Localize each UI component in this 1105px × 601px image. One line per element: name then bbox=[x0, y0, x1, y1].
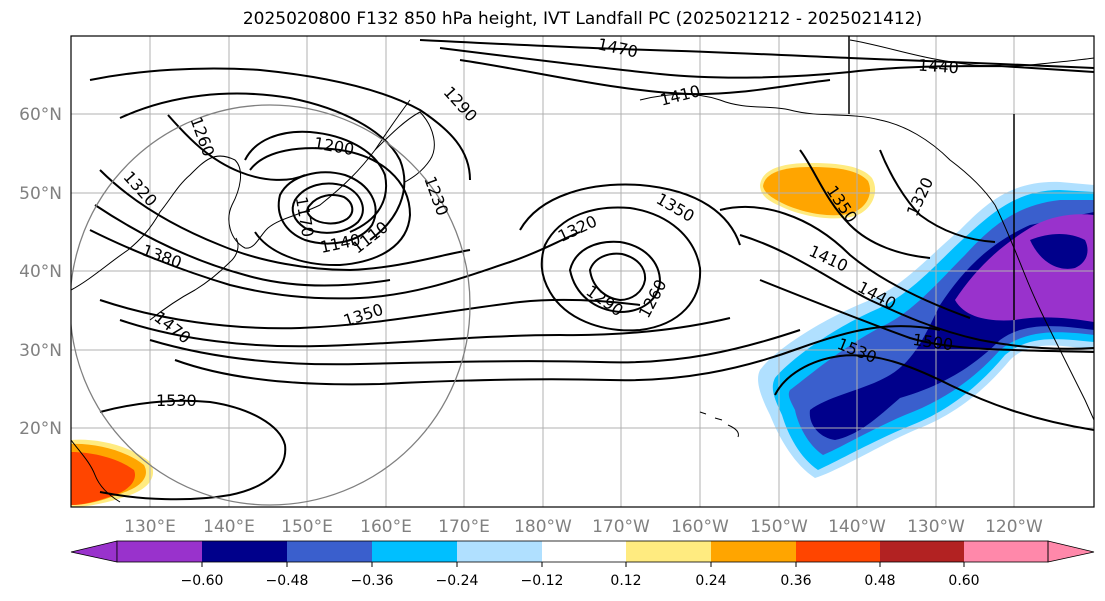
contour-1320-low bbox=[540, 206, 702, 332]
colorbar-tick-label: −0.60 bbox=[181, 573, 224, 589]
colorbar-extend-low bbox=[70, 540, 118, 563]
coast-northamerica bbox=[994, 204, 1094, 421]
contour-ring-a bbox=[89, 67, 471, 181]
contour-ring-b bbox=[119, 92, 406, 241]
colorbar-tick-label: −0.36 bbox=[351, 573, 394, 589]
graticule bbox=[71, 36, 1094, 507]
shade-neg-048-inner bbox=[1030, 234, 1088, 269]
colorbar-tick-label: 0.60 bbox=[948, 573, 979, 589]
lon-tick-label: 150°W bbox=[750, 517, 808, 537]
coast-japan bbox=[149, 237, 239, 321]
contour-band-1 bbox=[99, 298, 641, 330]
colorbar-segment bbox=[202, 541, 287, 562]
contour-band-2 bbox=[119, 317, 731, 348]
colorbar-tick-label: −0.12 bbox=[521, 573, 564, 589]
contour-1500-right bbox=[759, 279, 1094, 353]
colorbar-segment bbox=[964, 541, 1048, 562]
coast-hawaii bbox=[699, 411, 739, 438]
lon-tick-label: 140°E bbox=[203, 517, 255, 537]
colorbar-segment bbox=[372, 541, 457, 562]
colorbar-segment bbox=[542, 541, 626, 562]
contour-1230 bbox=[249, 147, 412, 267]
colorbar-segment bbox=[117, 541, 202, 562]
colorbar-extend-high bbox=[1047, 540, 1095, 563]
longitude-labels: 130°E 140°E 150°E 160°E 170°E 180°W 170°… bbox=[124, 517, 1043, 537]
coast-philippines bbox=[71, 439, 121, 503]
contour-band-3 bbox=[149, 329, 801, 366]
lat-tick-label: 30°N bbox=[19, 341, 62, 361]
coastlines bbox=[71, 39, 1094, 503]
region-box bbox=[848, 36, 1015, 320]
contour-1440-top bbox=[439, 47, 1094, 79]
colorbar: −0.60 −0.48 −0.36 −0.24 −0.12 0.12 0.24 … bbox=[70, 540, 1095, 589]
range-ring bbox=[71, 104, 471, 506]
lon-tick-label: 130°W bbox=[907, 517, 965, 537]
contour-1530-right bbox=[774, 354, 1094, 431]
latitude-labels: 20°N 30°N 40°N 50°N 60°N bbox=[19, 105, 62, 439]
contour-1470 bbox=[174, 325, 941, 386]
contour-1170 bbox=[277, 171, 377, 245]
lat-tick-label: 50°N bbox=[19, 184, 62, 204]
lon-tick-label: 130°E bbox=[124, 517, 176, 537]
contour-1140 bbox=[291, 182, 364, 234]
lon-tick-label: 150°E bbox=[281, 517, 333, 537]
colorbar-tick-label: −0.24 bbox=[436, 573, 479, 589]
coast-alaska bbox=[639, 93, 996, 206]
contour-1350-alaska bbox=[799, 149, 931, 259]
contour-1350-low bbox=[519, 183, 741, 246]
contour-1290-low bbox=[568, 240, 662, 314]
contour-1260-low bbox=[588, 252, 647, 302]
contour-1380 bbox=[89, 229, 581, 300]
plot-frame bbox=[70, 35, 1095, 508]
contour-1350-mid bbox=[94, 204, 391, 287]
contour-label: 1530 bbox=[156, 391, 197, 410]
lat-tick-label: 40°N bbox=[19, 262, 62, 282]
map-title: 2025020800 F132 850 hPa height, IVT Land… bbox=[242, 9, 923, 29]
colorbar-segment bbox=[457, 541, 542, 562]
contour-1440-right bbox=[739, 234, 1094, 350]
contour-1470-top bbox=[419, 39, 1094, 69]
colorbar-segment bbox=[880, 541, 964, 562]
lon-tick-label: 140°W bbox=[828, 517, 886, 537]
contour-1200 bbox=[244, 130, 388, 233]
shade-pos-036-sw bbox=[71, 452, 136, 505]
lon-tick-label: 170°E bbox=[438, 517, 490, 537]
contour-1410-top bbox=[459, 59, 831, 96]
lon-tick-label: 180°W bbox=[514, 517, 572, 537]
colorbar-segment bbox=[287, 541, 372, 562]
contour-label: 1440 bbox=[917, 55, 959, 77]
coast-asia bbox=[71, 99, 411, 291]
lon-tick-label: 160°E bbox=[360, 517, 412, 537]
shade-pos-024-alaska bbox=[763, 167, 871, 216]
colorbar-tick-label: 0.36 bbox=[780, 573, 811, 589]
lon-tick-label: 160°W bbox=[671, 517, 729, 537]
contour-1320-left bbox=[99, 169, 471, 272]
lat-tick-label: 20°N bbox=[19, 419, 62, 439]
contour-1260 bbox=[167, 114, 306, 181]
lat-tick-label: 60°N bbox=[19, 105, 62, 125]
contour-1320-right bbox=[879, 149, 996, 243]
colorbar-tick-label: −0.48 bbox=[266, 573, 309, 589]
contour-1110 bbox=[306, 194, 354, 225]
lon-tick-label: 170°W bbox=[592, 517, 650, 537]
coast-kamchatka bbox=[374, 111, 435, 183]
contour-1530-left bbox=[99, 399, 287, 501]
lon-tick-label: 120°W bbox=[985, 517, 1043, 537]
colorbar-tick-label: 0.24 bbox=[695, 573, 726, 589]
colorbar-segment bbox=[626, 541, 711, 562]
colorbar-tick-label: 0.48 bbox=[864, 573, 895, 589]
colorbar-segment bbox=[711, 541, 796, 562]
colorbar-tick-label: 0.12 bbox=[610, 573, 641, 589]
colorbar-segment bbox=[796, 541, 880, 562]
contour-1410-right bbox=[719, 206, 971, 319]
height-contours bbox=[89, 39, 1094, 501]
